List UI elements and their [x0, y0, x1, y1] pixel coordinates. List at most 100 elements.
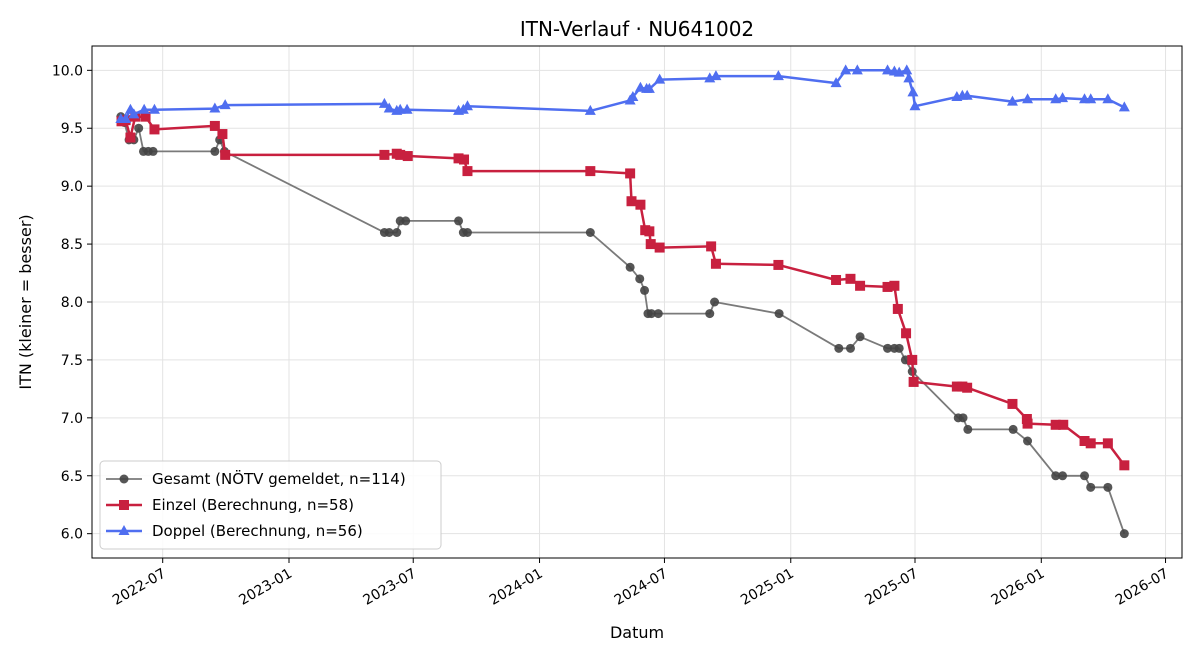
data-point [710, 70, 722, 81]
data-point [889, 280, 900, 291]
data-point [120, 112, 132, 123]
data-point [894, 343, 904, 353]
data-point [148, 103, 160, 114]
data-point [907, 354, 918, 365]
data-point [1079, 436, 1090, 447]
data-point [217, 129, 228, 140]
data-point [1023, 436, 1033, 446]
x-tick-label: 2024-01 [487, 566, 546, 609]
data-point [378, 97, 390, 108]
data-point [705, 309, 715, 319]
data-point [909, 100, 921, 111]
data-point [138, 103, 150, 114]
data-point [1080, 471, 1090, 481]
data-point [851, 64, 863, 75]
legend-box [99, 460, 442, 550]
data-point [654, 73, 666, 84]
data-point [149, 124, 160, 135]
y-tick-label: 7.0 [61, 411, 83, 427]
data-point [1102, 93, 1114, 104]
series-triangle [115, 64, 1130, 123]
data-point [882, 64, 894, 75]
series-layer [115, 64, 1130, 539]
x-tick-label: 2026-01 [989, 566, 1048, 609]
data-point [395, 149, 406, 160]
x-tick-label: 2025-01 [738, 566, 797, 609]
data-point [951, 381, 962, 392]
x-axis: 2022-07 2023-01 2023-07 2024-01 2024-07 2025-… [110, 558, 1172, 609]
data-point [461, 100, 473, 111]
data-point [1119, 460, 1130, 471]
data-point [962, 382, 973, 393]
legend-label: Doppel (Berechnung, n=56) [152, 522, 363, 540]
data-point [903, 72, 915, 83]
data-point [772, 70, 784, 81]
data-point [901, 328, 912, 339]
data-point [710, 297, 720, 307]
data-point [654, 242, 665, 253]
legend: Gesamt (NÖTV gemeldet, n=114) Einzel (Ber… [99, 460, 442, 550]
data-point [128, 108, 140, 119]
data-point [140, 111, 151, 122]
legend-label: Einzel (Berechnung, n=58) [152, 496, 354, 514]
data-point [627, 90, 639, 101]
data-point [1118, 101, 1130, 112]
legend-marker [119, 474, 129, 484]
data-point [1008, 424, 1018, 434]
data-point [125, 132, 136, 143]
data-point [148, 146, 158, 156]
data-point [635, 199, 646, 210]
data-point [625, 168, 636, 179]
data-point [845, 343, 855, 353]
x-tick-label: 2024-07 [612, 566, 671, 609]
data-point [882, 281, 893, 292]
data-point [855, 332, 865, 342]
data-point [462, 227, 472, 237]
y-tick-label: 8.5 [61, 237, 83, 253]
data-point [210, 146, 220, 156]
data-point [209, 102, 221, 113]
x-tick-label: 2025-07 [862, 566, 921, 609]
y-tick-label: 6.5 [61, 469, 83, 485]
data-point [1085, 93, 1097, 104]
data-point [383, 102, 395, 113]
data-point [1057, 92, 1069, 103]
data-point [1102, 438, 1113, 449]
x-tick-label: 2023-01 [236, 566, 295, 609]
chart-title: ITN-Verlauf · NU641002 [520, 17, 754, 41]
data-point [219, 99, 231, 110]
y-tick-label: 7.5 [61, 353, 83, 369]
data-point [1050, 419, 1061, 430]
data-point [401, 216, 411, 226]
data-point [831, 274, 842, 285]
data-point [963, 424, 973, 434]
data-point [1022, 418, 1033, 429]
data-point [710, 258, 721, 269]
data-point [774, 309, 784, 319]
data-point [1085, 438, 1096, 449]
data-point [834, 343, 844, 353]
x-tick-label: 2026-07 [1113, 566, 1172, 609]
data-point [640, 285, 650, 295]
data-point [840, 64, 852, 75]
data-point [459, 154, 470, 165]
data-point [209, 120, 220, 131]
data-point [1086, 482, 1096, 492]
data-point [901, 64, 913, 75]
series-line [120, 69, 1125, 121]
data-point [892, 303, 903, 314]
data-point [883, 343, 893, 353]
data-point [585, 166, 596, 177]
data-point [1006, 95, 1018, 106]
y-tick-label: 10.0 [52, 63, 83, 79]
x-tick-label: 2023-07 [361, 566, 420, 609]
y-tick-label: 9.5 [61, 121, 83, 137]
data-point [1058, 471, 1068, 481]
data-point [625, 262, 635, 272]
legend-marker [119, 500, 129, 510]
data-point [626, 196, 637, 207]
data-point [1051, 471, 1061, 481]
legend-marker [118, 525, 130, 535]
data-point [584, 104, 596, 115]
